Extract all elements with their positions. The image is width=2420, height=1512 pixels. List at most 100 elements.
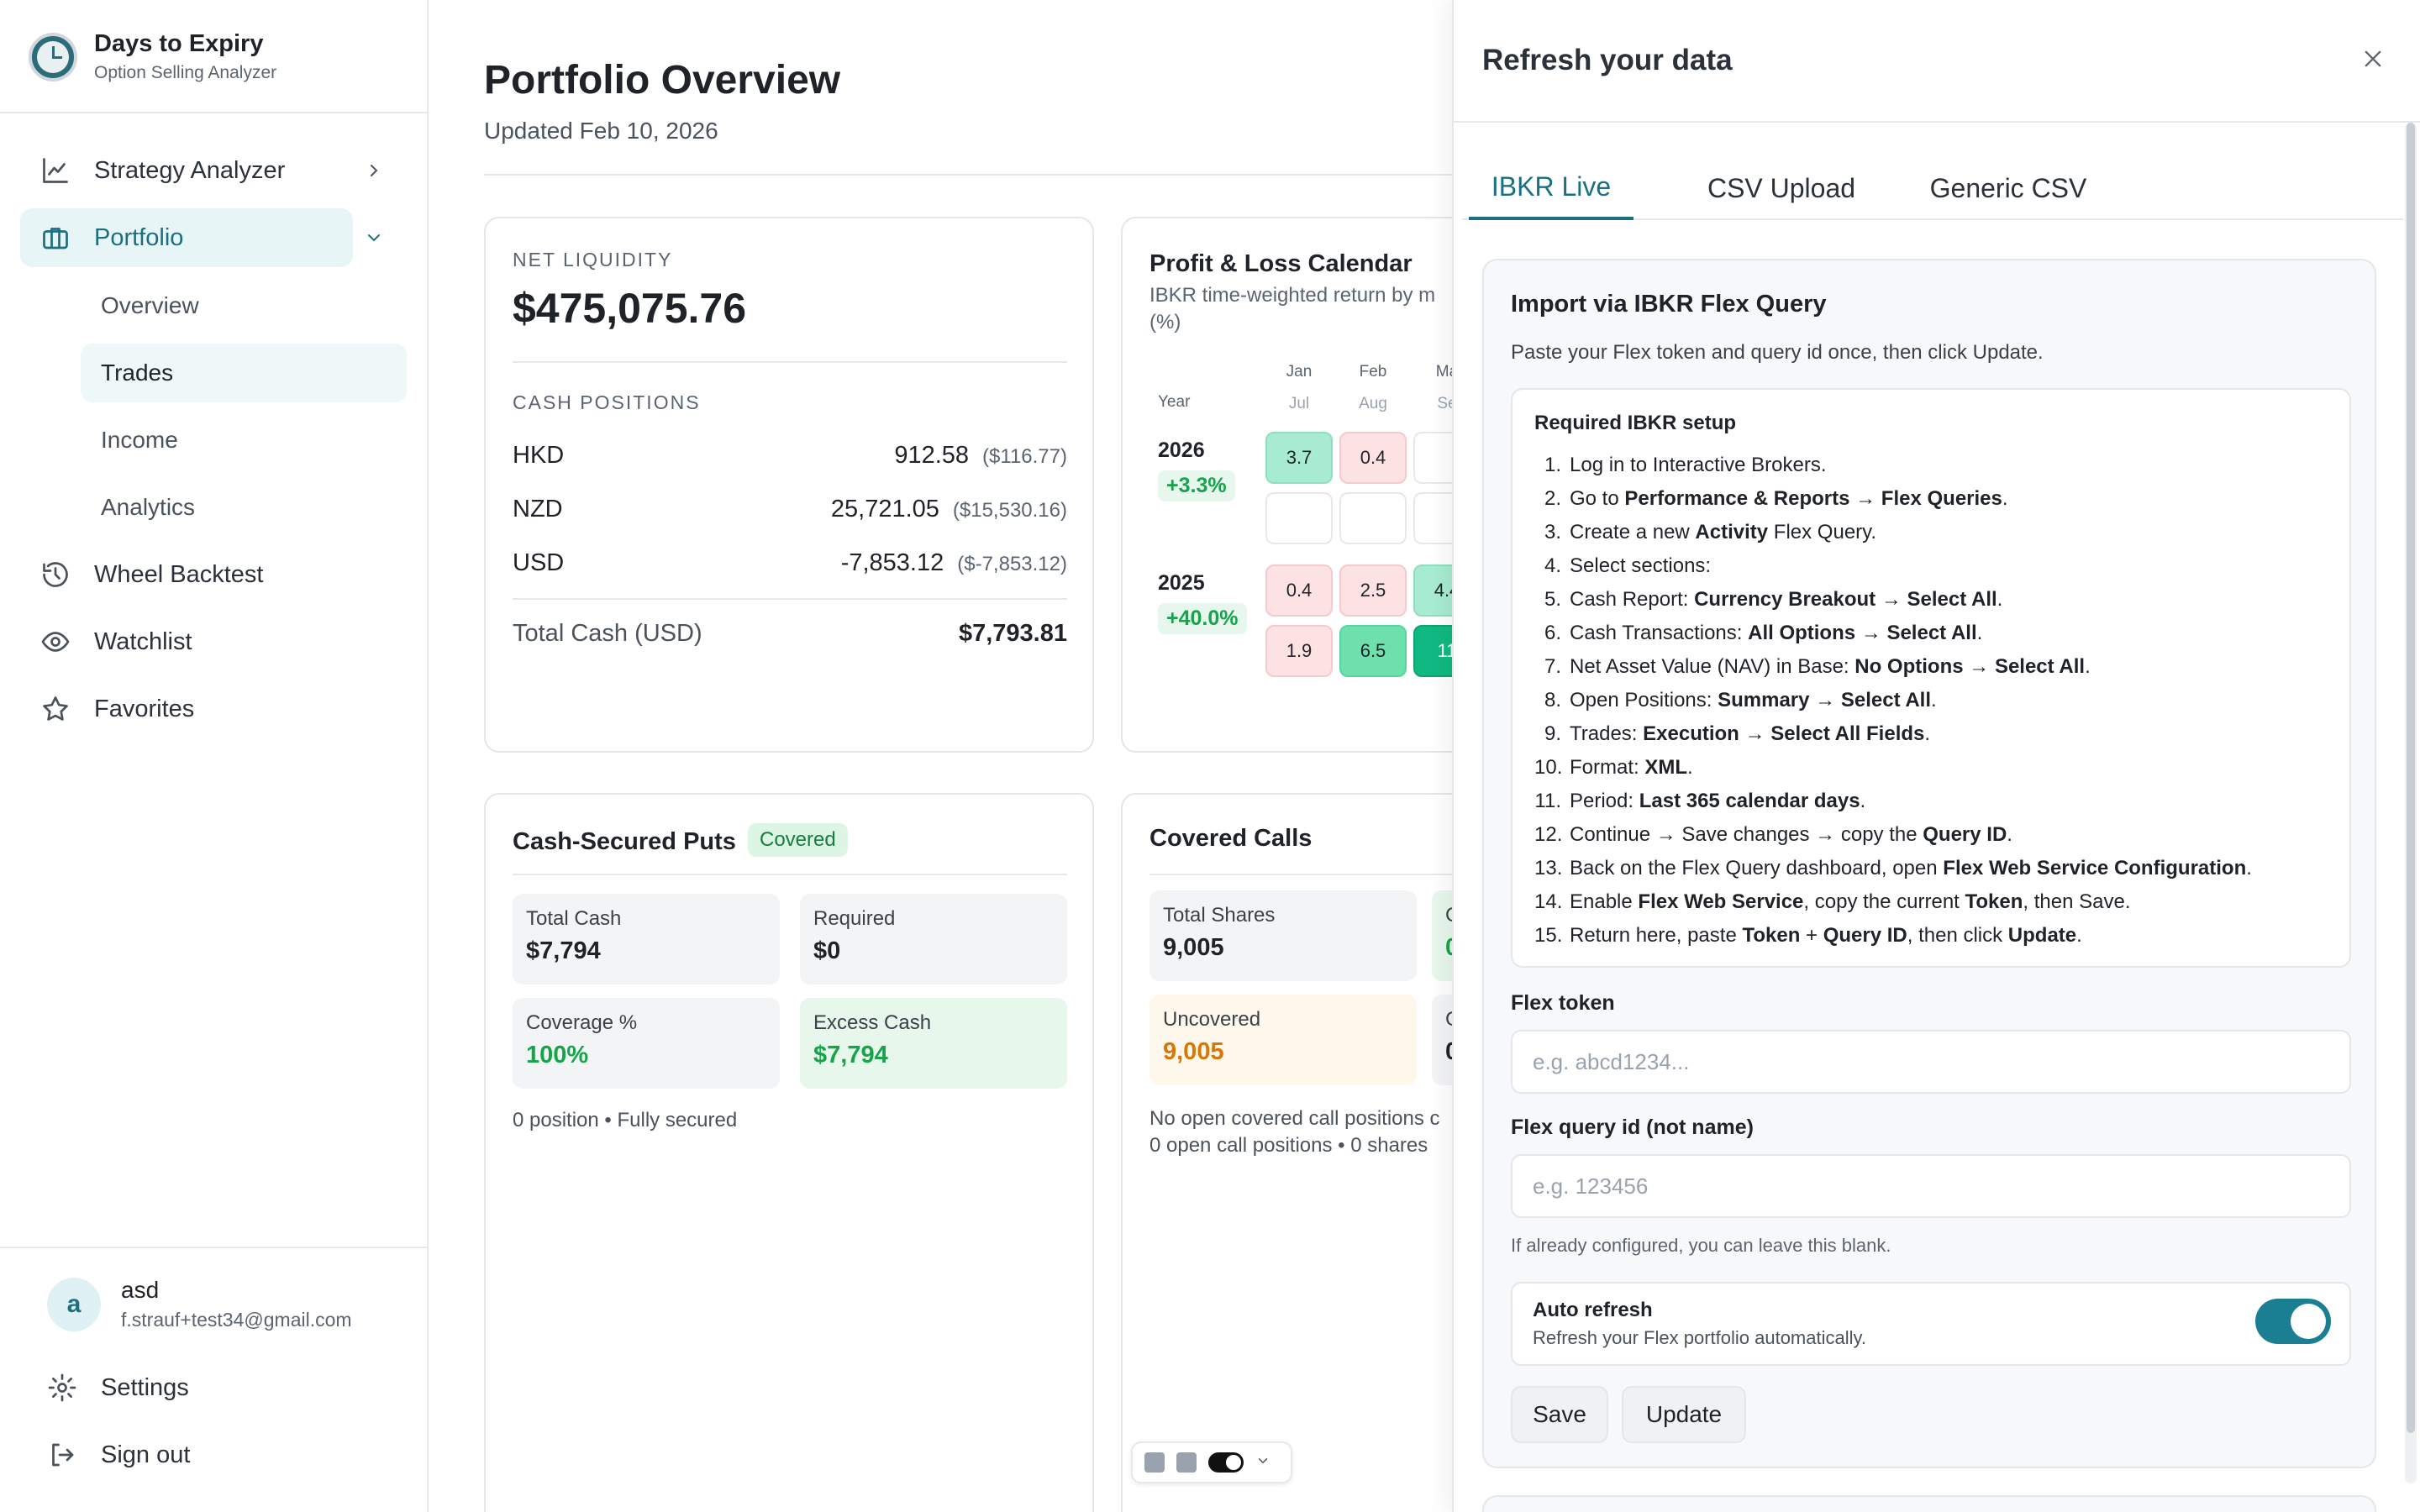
stat-uncovered: Uncovered 9,005 (1150, 995, 1417, 1085)
page-updated: Updated Feb 10, 2026 (484, 118, 718, 144)
clock-logo-icon (29, 32, 77, 81)
sidebar-item-label: Portfolio (94, 223, 184, 251)
scrollbar-thumb[interactable] (2407, 123, 2415, 1433)
setup-step: 3. Create a new Activity Flex Query. (1534, 516, 2252, 549)
step-text: Open Positions: Summary → Select All. (1570, 689, 1937, 711)
tab-ibkr-live[interactable]: IBKR Live (1469, 156, 1634, 220)
step-text: Period: Last 365 calendar days. (1570, 790, 1866, 812)
chart-line-icon (39, 154, 72, 187)
setup-step: 11. Period: Last 365 calendar days. (1534, 785, 2252, 818)
drawer-title: Refresh your data (1482, 44, 1733, 76)
step-number: 4. (1544, 554, 1561, 577)
pnl-cell[interactable]: 1.9 (1265, 625, 1333, 677)
toolbar-toggle[interactable] (1208, 1452, 1244, 1473)
net-liquidity-label: NET LIQUIDITY (513, 249, 673, 270)
step-number: 8. (1544, 689, 1561, 711)
comment-tool-icon[interactable] (1176, 1452, 1197, 1473)
sidebar-item-portfolio[interactable]: Portfolio (20, 208, 380, 267)
settings-link[interactable]: Settings (44, 1369, 189, 1406)
pnl-cell[interactable]: 0.4 (1265, 564, 1333, 617)
pnl-cell[interactable]: 2.5 (1339, 564, 1407, 617)
step-text: Continue → Save changes → copy the Query… (1570, 823, 2012, 846)
sidebar-item-wheel-backtest[interactable]: Wheel Backtest (20, 545, 353, 604)
divider (513, 361, 1067, 363)
update-button[interactable]: Update (1622, 1386, 1746, 1443)
currency-code: HKD (513, 442, 565, 469)
pnl-cell[interactable] (1339, 492, 1407, 544)
flex-token-input[interactable] (1511, 1030, 2351, 1094)
step-text: Format: XML. (1570, 756, 1693, 779)
step-number: 10. (1534, 756, 1563, 779)
setup-step: 13. Back on the Flex Query dashboard, ope… (1534, 852, 2252, 885)
step-text: Create a new Activity Flex Query. (1570, 521, 1877, 543)
sign-out-icon (44, 1436, 81, 1473)
pnl-calendar-title: Profit & Loss Calendar (1150, 250, 1413, 277)
auto-refresh-description: Refresh your Flex portfolio automaticall… (1533, 1327, 1866, 1348)
tab-csv-upload[interactable]: CSV Upload (1707, 172, 1856, 203)
csp-footer: 0 position • Fully secured (513, 1109, 738, 1131)
select-tool-icon[interactable] (1144, 1452, 1165, 1473)
step-number: 6. (1544, 622, 1561, 644)
sidebar-subitem-analytics[interactable]: Analytics (101, 494, 196, 520)
eye-icon (39, 625, 72, 659)
stat-value: 9,005 (1163, 1038, 1224, 1065)
brand[interactable]: Days to Expiry Option Selling Analyzer (29, 30, 276, 83)
net-liquidity-value: $475,075.76 (513, 285, 747, 332)
cash-usd-equivalent: ($15,530.16) (952, 499, 1067, 522)
stat-total-shares: Total Shares 9,005 (1150, 890, 1417, 981)
total-cash-value: $7,793.81 (958, 620, 1067, 647)
step-number: 12. (1534, 823, 1563, 846)
star-icon (39, 692, 72, 726)
flex-query-id-label: Flex query id (not name) (1511, 1116, 1754, 1139)
step-text: Return here, paste Token + Query ID, the… (1570, 924, 2082, 947)
month-header: Aug (1359, 395, 1387, 412)
year-column-label: Year (1158, 393, 1191, 411)
sidebar-subitem-income[interactable]: Income (101, 427, 178, 453)
pnl-calendar-card: Profit & Loss Calendar IBKR time-weighte… (1121, 217, 1474, 753)
chevron-right-icon (361, 158, 387, 183)
step-text: Enable Flex Web Service, copy the curren… (1570, 890, 2131, 913)
month-header: Se (1437, 395, 1457, 412)
cc-title: Covered Calls (1150, 825, 1313, 852)
step-text: Back on the Flex Query dashboard, open F… (1570, 857, 2252, 879)
step-number: 13. (1534, 857, 1563, 879)
pnl-cell[interactable] (1265, 492, 1333, 544)
stat-label: Total Shares (1163, 904, 1276, 927)
setup-step: 4. Select sections: (1534, 549, 2252, 583)
sidebar-subitem-overview[interactable]: Overview (101, 292, 199, 318)
save-button[interactable]: Save (1511, 1386, 1608, 1443)
sidebar-item-watchlist[interactable]: Watchlist (20, 612, 353, 671)
drawer-scrollbar[interactable] (2405, 123, 2417, 1483)
sidebar-subitem-trades[interactable]: Trades (81, 344, 407, 402)
close-icon[interactable] (2360, 45, 2386, 72)
cash-secured-puts-card: Cash-Secured Puts Covered Total Cash $7,… (484, 793, 1094, 1512)
avatar: a (47, 1277, 101, 1331)
sidebar-item-favorites[interactable]: Favorites (20, 680, 353, 738)
pnl-cell[interactable]: 3.7 (1265, 432, 1333, 484)
divider (513, 598, 1067, 600)
step-number: 9. (1544, 722, 1561, 745)
tab-generic-csv[interactable]: Generic CSV (1929, 172, 2087, 203)
cash-usd-equivalent: ($-7,853.12) (957, 553, 1067, 575)
pnl-cell[interactable]: 6.5 (1339, 625, 1407, 677)
step-number: 5. (1544, 588, 1561, 611)
sidebar-item-strategy-analyzer[interactable]: Strategy Analyzer (20, 141, 378, 200)
pnl-cell[interactable]: 0.4 (1339, 432, 1407, 484)
month-header: Feb (1359, 363, 1387, 381)
import-description: Paste your Flex token and query id once,… (1511, 341, 2044, 364)
year-return-badge: +3.3% (1158, 470, 1235, 501)
stat-total-cash: Total Cash $7,794 (513, 894, 780, 984)
sign-out-link[interactable]: Sign out (44, 1436, 190, 1473)
setup-step: 12. Continue → Save changes → copy the Qu… (1534, 818, 2252, 852)
setup-step: 6. Cash Transactions: All Options → Selec… (1534, 617, 2252, 650)
flex-query-id-input[interactable] (1511, 1154, 2351, 1218)
chevron-down-icon[interactable] (1255, 1453, 1270, 1473)
currency-code: USD (513, 549, 565, 576)
settings-label: Settings (101, 1373, 189, 1401)
step-text: Trades: Execution → Select All Fields. (1570, 722, 1931, 745)
step-text: Cash Report: Currency Breakout → Select … (1570, 588, 2003, 611)
step-text: Cash Transactions: All Options → Select … (1570, 622, 1983, 644)
user-profile[interactable]: a asd f.strauf+test34@gmail.com (47, 1277, 352, 1331)
auto-refresh-toggle[interactable] (2255, 1299, 2331, 1344)
step-number: 7. (1544, 655, 1561, 678)
